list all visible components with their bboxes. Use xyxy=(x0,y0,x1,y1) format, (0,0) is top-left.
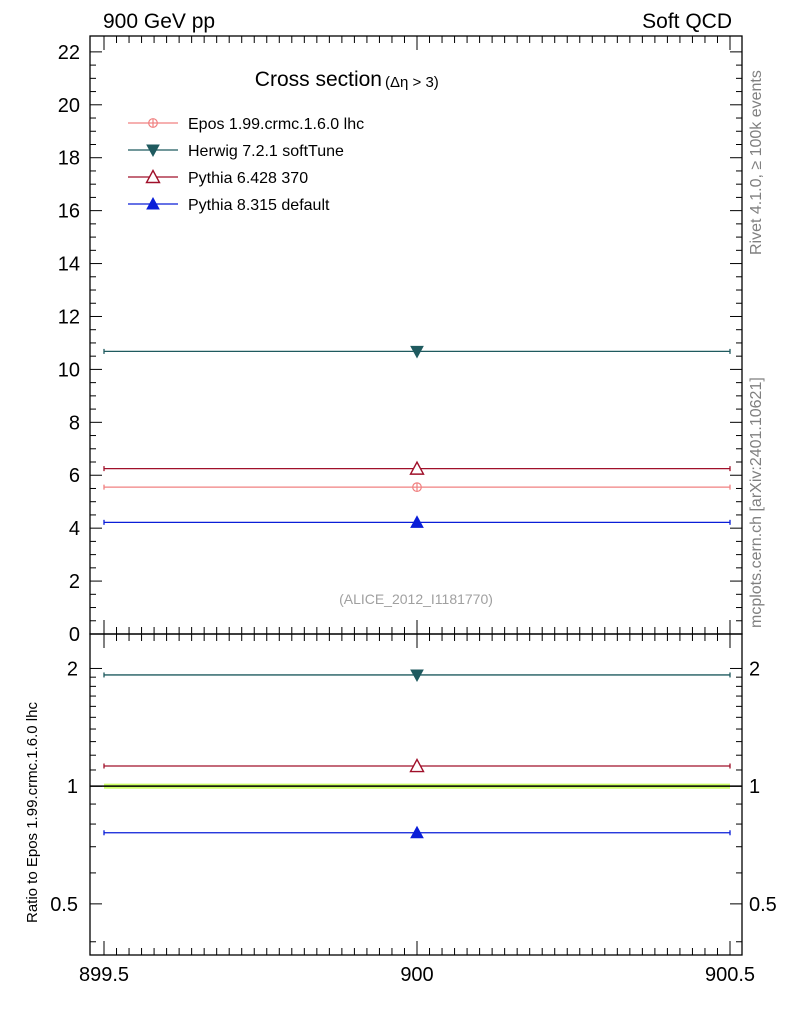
ratio-axis-ticks: 0.5 0.5 1 1 2 2 899.5 900 900.5 xyxy=(50,634,777,986)
legend-label-pythia6: Pythia 6.428 370 xyxy=(188,170,308,187)
ratio-y-tick-label: 2 xyxy=(67,658,78,680)
main-point-epos xyxy=(412,482,422,493)
ratio-point-pythia8 xyxy=(410,825,424,839)
analysis-id-label: (ALICE_2012_I1181770) xyxy=(339,591,493,607)
ratio-data-layer xyxy=(103,669,731,839)
main-y-tick-label: 20 xyxy=(58,95,80,117)
main-y-tick-label: 2 xyxy=(69,571,80,593)
ratio-reference-band xyxy=(90,783,742,789)
legend-marker-epos xyxy=(148,118,158,128)
ratio-y-axis-label: Ratio to Epos 1.99.crmc.1.6.0 lhc xyxy=(24,702,41,923)
ratio-y-tick-label: 1 xyxy=(67,776,78,798)
main-panel: 0 2 4 6 8 10 12 14 16 18 20 22 Cross section (Δη > … xyxy=(58,35,743,646)
header-left-label: 900 GeV pp xyxy=(103,10,215,33)
ratio-panel: 0.5 0.5 1 1 2 2 899.5 900 900.5 Ratio to Epos 1.… xyxy=(24,633,777,986)
main-y-tick-label: 16 xyxy=(58,201,80,223)
ratio-frame xyxy=(89,633,743,956)
legend-marker-pythia8 xyxy=(146,196,160,210)
ratio-point-herwig xyxy=(410,669,424,682)
legend-marker-pythia6 xyxy=(145,169,161,184)
mcplots-citation-label: mcplots.cern.ch [arXiv:2401.10621] xyxy=(748,377,765,628)
main-point-pythia8 xyxy=(410,515,424,528)
legend-marker-herwig xyxy=(146,144,160,158)
legend-label-pythia8: Pythia 8.315 default xyxy=(188,197,330,214)
main-y-tick-label: 4 xyxy=(69,518,80,540)
main-y-tick-label: 10 xyxy=(58,359,80,381)
main-point-herwig xyxy=(410,345,424,359)
main-data-layer xyxy=(103,345,731,528)
main-y-tick-label: 0 xyxy=(69,624,80,646)
ratio-y-tick-label: 0.5 xyxy=(50,894,78,916)
legend: Epos 1.99.crmc.1.6.0 lhc Herwig 7.2.1 sof… xyxy=(128,116,364,214)
x-tick-label: 900 xyxy=(400,964,433,986)
ratio-y-tick-label-right: 0.5 xyxy=(749,894,777,916)
x-tick-label: 899.5 xyxy=(79,964,129,986)
ratio-y-tick-label-right: 1 xyxy=(749,776,760,798)
main-y-tick-label: 18 xyxy=(58,148,80,170)
main-y-tick-label: 22 xyxy=(58,42,80,64)
main-title-subscript: (Δη > 3) xyxy=(385,74,439,91)
main-point-pythia6 xyxy=(409,460,425,475)
ratio-point-pythia6 xyxy=(409,758,425,773)
main-y-tick-label: 12 xyxy=(58,306,80,328)
rivet-version-label: Rivet 4.1.0, ≥ 100k events xyxy=(748,70,765,255)
ratio-y-tick-label-right: 2 xyxy=(749,658,760,680)
legend-label-herwig: Herwig 7.2.1 softTune xyxy=(188,143,344,160)
main-y-tick-label: 6 xyxy=(69,465,80,487)
legend-label-epos: Epos 1.99.crmc.1.6.0 lhc xyxy=(188,116,364,133)
main-title: Cross section xyxy=(255,68,382,91)
main-axis-ticks: 0 2 4 6 8 10 12 14 16 18 20 22 xyxy=(58,36,742,646)
main-y-tick-label: 14 xyxy=(58,254,80,276)
header-right-label: Soft QCD xyxy=(642,10,732,33)
main-y-tick-label: 8 xyxy=(69,412,80,434)
x-tick-label: 900.5 xyxy=(705,964,755,986)
